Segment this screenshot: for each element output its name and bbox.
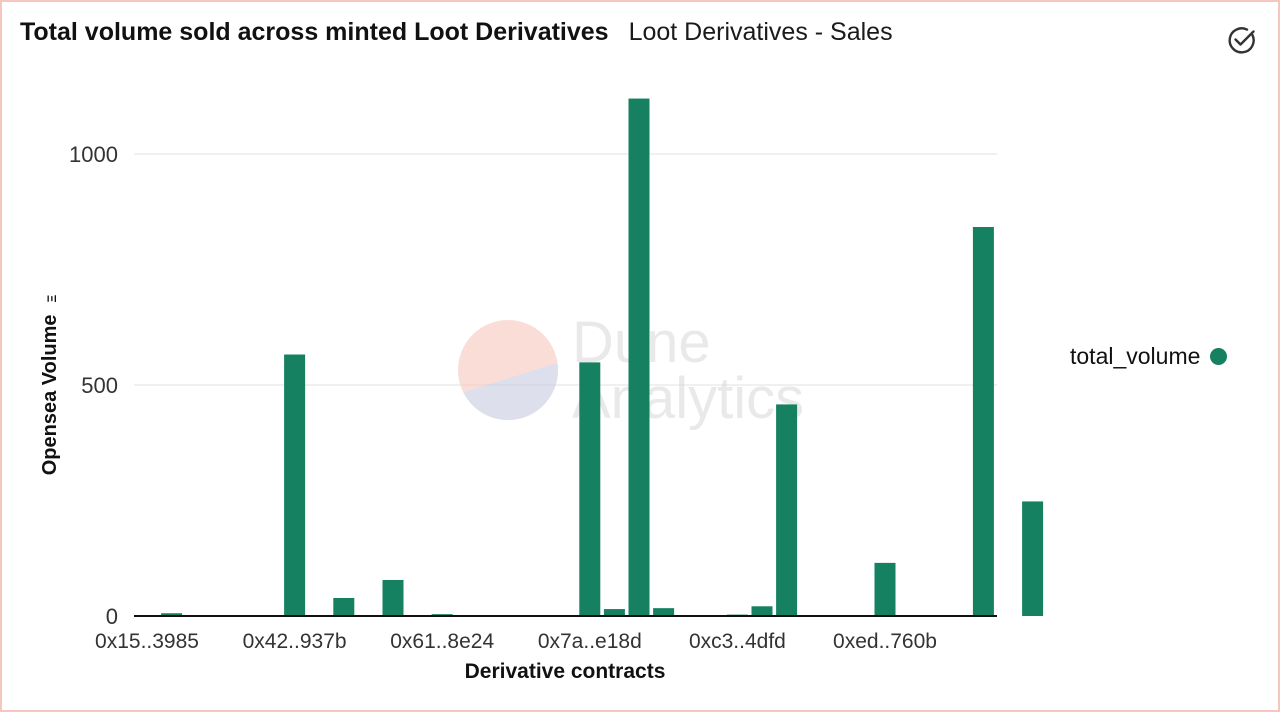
- bar[interactable]: [603, 609, 625, 616]
- grid-lines: [134, 153, 997, 386]
- query-name[interactable]: Loot Derivatives - Sales: [628, 18, 893, 46]
- x-tick-label: 0xc3..4dfd: [689, 630, 786, 653]
- dune-watermark: Dune Analytics: [458, 310, 804, 431]
- bar[interactable]: [628, 98, 650, 616]
- y-tick-label: 1000: [69, 142, 118, 167]
- bar[interactable]: [284, 354, 306, 616]
- bar[interactable]: [776, 404, 798, 616]
- x-tick-label: 0xed..760b: [833, 630, 937, 653]
- legend-swatch: [1210, 348, 1228, 365]
- y-axis-label: Opensea Volume Ξ: [39, 294, 61, 475]
- y-tick-label: 0: [106, 604, 118, 629]
- axes: 0 500 1000 0x15..3985 0x42..937b 0x61..8e24 0x…: [69, 142, 997, 653]
- y-tick-label: 500: [81, 373, 118, 398]
- x-tick-label: 0x15..3985: [95, 630, 199, 653]
- x-tick-label: 0x61..8e24: [390, 630, 494, 653]
- x-tick-label: 0x7a..e18d: [538, 630, 642, 653]
- bar[interactable]: [1022, 501, 1044, 616]
- legend[interactable]: total_volume: [1070, 343, 1228, 370]
- bar[interactable]: [161, 613, 183, 616]
- legend-label: total_volume: [1070, 343, 1201, 369]
- check-circle-icon[interactable]: [1226, 24, 1258, 56]
- bar[interactable]: [382, 579, 404, 616]
- bars: [136, 98, 1044, 616]
- watermark-analytics: Analytics: [572, 366, 804, 431]
- chart-header: Total volume sold across minted Loot Der…: [20, 18, 893, 47]
- bar[interactable]: [874, 562, 896, 616]
- bar[interactable]: [751, 606, 773, 616]
- chart-title: Total volume sold across minted Loot Der…: [20, 18, 609, 46]
- bar[interactable]: [579, 362, 601, 616]
- y-axis-unit: Ξ: [45, 294, 59, 302]
- bar[interactable]: [653, 608, 675, 616]
- bar[interactable]: [333, 597, 355, 616]
- y-axis-label-text: Opensea Volume: [39, 314, 61, 475]
- x-tick-label: 0x42..937b: [243, 630, 347, 653]
- x-axis-label: Derivative contracts: [465, 660, 666, 683]
- bar[interactable]: [972, 226, 994, 616]
